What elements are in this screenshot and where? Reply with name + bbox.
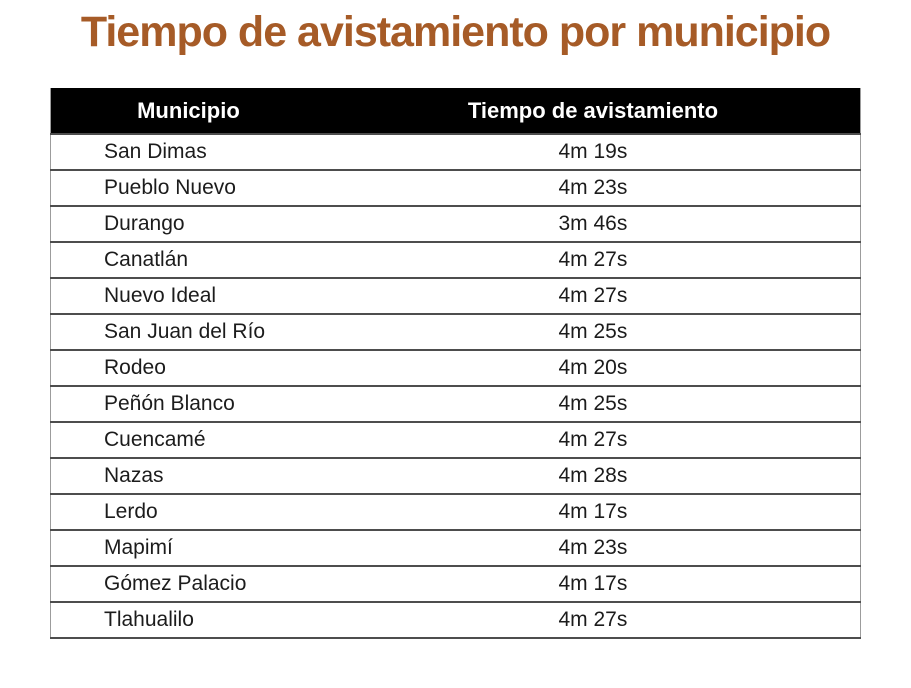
municipio-cell: Durango <box>50 205 326 242</box>
avistamiento-table: Municipio Tiempo de avistamiento San Dim… <box>50 88 861 639</box>
table-body: San Dimas 4m 19s Pueblo Nuevo 4m 23s Durango… <box>50 133 861 638</box>
table-row: Canatlán 4m 27s <box>50 241 861 278</box>
municipio-cell: Gómez Palacio <box>50 565 326 602</box>
tiempo-cell: 4m 27s <box>325 421 861 458</box>
tiempo-cell: 4m 27s <box>325 241 861 278</box>
municipio-cell: Canatlán <box>50 241 326 278</box>
table-row: Gómez Palacio 4m 17s <box>50 565 861 602</box>
tiempo-cell: 4m 27s <box>325 277 861 314</box>
table-row: Cuencamé 4m 27s <box>50 421 861 458</box>
tiempo-cell: 4m 27s <box>325 601 861 638</box>
municipio-cell: Pueblo Nuevo <box>50 169 326 206</box>
municipio-cell: Nazas <box>50 457 326 494</box>
table-header-row: Municipio Tiempo de avistamiento <box>50 88 861 134</box>
column-header-tiempo: Tiempo de avistamiento <box>325 88 861 134</box>
municipio-cell: Lerdo <box>50 493 326 530</box>
table-row: Nuevo Ideal 4m 27s <box>50 277 861 314</box>
tiempo-cell: 4m 23s <box>325 169 861 206</box>
municipio-cell: San Dimas <box>50 133 326 170</box>
municipio-cell: Mapimí <box>50 529 326 566</box>
table-row: Rodeo 4m 20s <box>50 349 861 386</box>
table-row: Pueblo Nuevo 4m 23s <box>50 169 861 206</box>
table-row: San Juan del Río 4m 25s <box>50 313 861 350</box>
tiempo-cell: 4m 23s <box>325 529 861 566</box>
tiempo-cell: 4m 25s <box>325 385 861 422</box>
tiempo-cell: 3m 46s <box>325 205 861 242</box>
table-row: Lerdo 4m 17s <box>50 493 861 530</box>
tiempo-cell: 4m 19s <box>325 133 861 170</box>
municipio-cell: Tlahualilo <box>50 601 326 638</box>
column-header-municipio: Municipio <box>50 88 326 134</box>
tiempo-cell: 4m 25s <box>325 313 861 350</box>
table-row: Mapimí 4m 23s <box>50 529 861 566</box>
municipio-cell: Rodeo <box>50 349 326 386</box>
municipio-cell: Cuencamé <box>50 421 326 458</box>
municipio-cell: Peñón Blanco <box>50 385 326 422</box>
page-title: Tiempo de avistamiento por municipio <box>80 8 831 56</box>
table-row: Nazas 4m 28s <box>50 457 861 494</box>
table-row: Durango 3m 46s <box>50 205 861 242</box>
table-row: Peñón Blanco 4m 25s <box>50 385 861 422</box>
tiempo-cell: 4m 17s <box>325 493 861 530</box>
table-row: San Dimas 4m 19s <box>50 133 861 170</box>
municipio-cell: Nuevo Ideal <box>50 277 326 314</box>
tiempo-cell: 4m 17s <box>325 565 861 602</box>
tiempo-cell: 4m 20s <box>325 349 861 386</box>
tiempo-cell: 4m 28s <box>325 457 861 494</box>
table-row: Tlahualilo 4m 27s <box>50 601 861 638</box>
municipio-cell: San Juan del Río <box>50 313 326 350</box>
